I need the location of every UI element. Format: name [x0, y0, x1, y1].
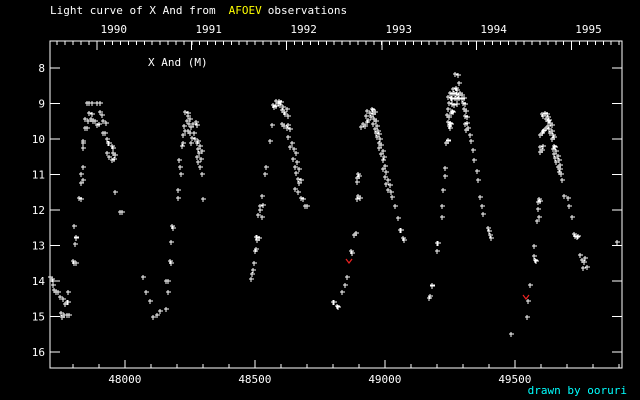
- x-tick-label: 49500: [498, 373, 531, 386]
- afoev-data-points: [48, 72, 620, 337]
- magnitude-axis-ticks: [50, 67, 622, 353]
- mag-tick-label: 12: [32, 204, 45, 217]
- mag-tick-label: 14: [32, 275, 46, 288]
- year-label: 1995: [575, 23, 602, 36]
- top-axis-ticks: [56, 41, 620, 50]
- bottom-axis-labels: 48000 48500 49000 49500: [108, 373, 531, 386]
- plot-frame: [49, 40, 623, 369]
- mag-tick-label: 13: [32, 240, 45, 253]
- mag-tick-label: 9: [38, 97, 45, 110]
- x-tick-label: 48500: [238, 373, 271, 386]
- chart-title-afoev: AFOEV: [228, 4, 262, 17]
- year-label: 1991: [195, 23, 222, 36]
- magnitude-axis-labels: 8 9 10 11 12 13 14 15 16: [32, 62, 46, 359]
- top-axis-year-labels: 1990 1991 1992 1993 1994 1995: [101, 23, 602, 36]
- chart-title-suffix: observations: [267, 4, 348, 17]
- bottom-axis-ticks: [72, 360, 620, 368]
- year-label: 1990: [101, 23, 128, 36]
- year-label: 1993: [386, 23, 413, 36]
- mag-tick-label: 8: [38, 62, 45, 75]
- chart-title-prefix: Light curve of X And from: [50, 4, 216, 17]
- chart-title: Light curve of X And from AFOEV observatio…: [50, 4, 347, 17]
- x-tick-label: 48000: [108, 373, 141, 386]
- year-label: 1994: [480, 23, 507, 36]
- year-label: 1992: [290, 23, 317, 36]
- mag-tick-label: 10: [32, 133, 45, 146]
- mag-tick-label: 11: [32, 168, 45, 181]
- mag-tick-label: 15: [32, 311, 45, 324]
- star-name-label: X And (M): [148, 56, 208, 69]
- x-tick-label: 49000: [368, 373, 401, 386]
- credit-text: drawn by ooruri: [528, 384, 627, 397]
- mag-tick-label: 16: [32, 346, 45, 359]
- fainter-than-limit-points: [345, 258, 530, 300]
